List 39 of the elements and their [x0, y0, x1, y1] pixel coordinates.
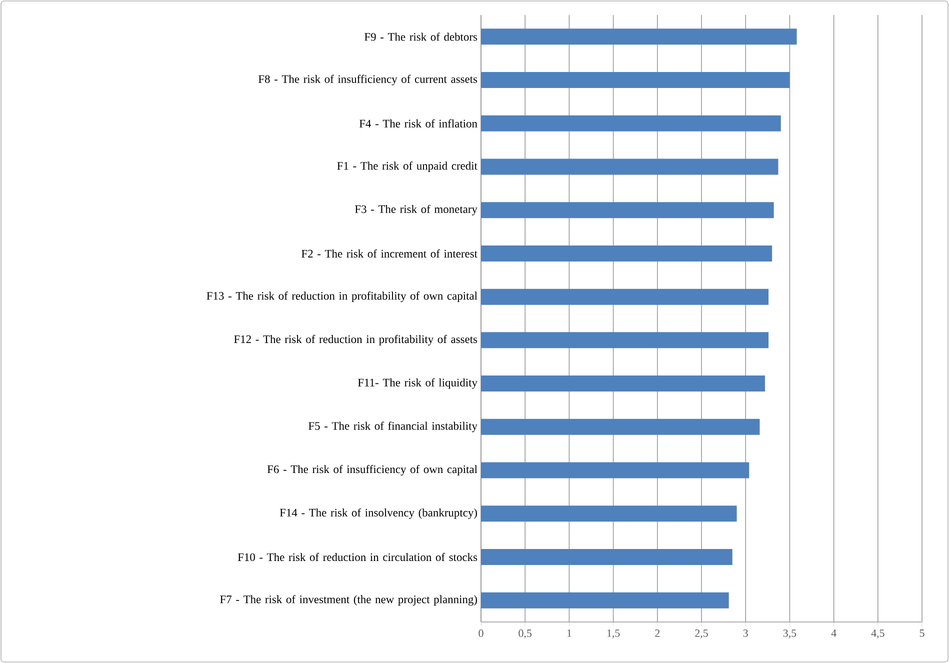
- bar: [481, 548, 732, 565]
- y-tick-label: F8 - The risk of insufficiency of current assets: [258, 74, 478, 86]
- x-tick-label: 1: [567, 630, 572, 637]
- x-tick-label: 0: [478, 630, 484, 637]
- y-tick-label: F1 - The risk of unpaid credit: [337, 162, 478, 172]
- bar: [481, 28, 797, 45]
- bar: [481, 592, 729, 608]
- bar: [481, 288, 769, 305]
- x-tick-label: 4: [831, 630, 836, 637]
- y-tick-label: F4 - The risk of inflation: [359, 119, 478, 128]
- y-tick-label: F5 - The risk of financial instability: [308, 422, 478, 432]
- y-tick-label: F10 - The risk of reduction in circulation of stocks: [238, 552, 478, 562]
- y-tick-label: F3 - The risk of monetary: [354, 204, 478, 216]
- bar: [481, 506, 737, 522]
- bar: [481, 245, 772, 262]
- bar: [481, 72, 790, 88]
- bar: [481, 462, 750, 478]
- x-tick-label: 3,5: [783, 630, 796, 638]
- y-tick-label: F13 - The risk of reduction in profitability of own capital: [206, 292, 478, 302]
- y-tick-label: F6 - The risk of insufficiency of own capital: [267, 464, 478, 476]
- y-tick-label: F7 - The risk of investment (the new project planning): [220, 595, 477, 606]
- x-tick-label: 0,5: [518, 630, 532, 639]
- y-tick-label: F11- The risk of liquidity: [358, 378, 478, 389]
- x-tick-label: 3: [743, 630, 748, 637]
- y-tick-label: F12 - The risk of reduction in profitability of assets: [234, 334, 478, 346]
- x-tick-label: 4,5: [871, 630, 884, 638]
- y-tick-label: F2 - The risk of increment of interest: [302, 249, 478, 258]
- bar: [481, 332, 769, 348]
- x-tick-label: 2,5: [695, 630, 708, 638]
- x-tick-label: 2: [655, 630, 660, 637]
- bar: [481, 158, 778, 175]
- x-tick-label: 1,5: [607, 630, 620, 638]
- x-tick-label: 5: [920, 630, 924, 637]
- bar: [481, 418, 760, 435]
- y-tick-label: F14 - The risk of insolvency (bankruptcy): [280, 508, 477, 519]
- bar: [481, 376, 766, 392]
- bar: [481, 202, 774, 218]
- bar: [481, 115, 781, 132]
- y-tick-label: F9 - The risk of debtors: [364, 32, 478, 41]
